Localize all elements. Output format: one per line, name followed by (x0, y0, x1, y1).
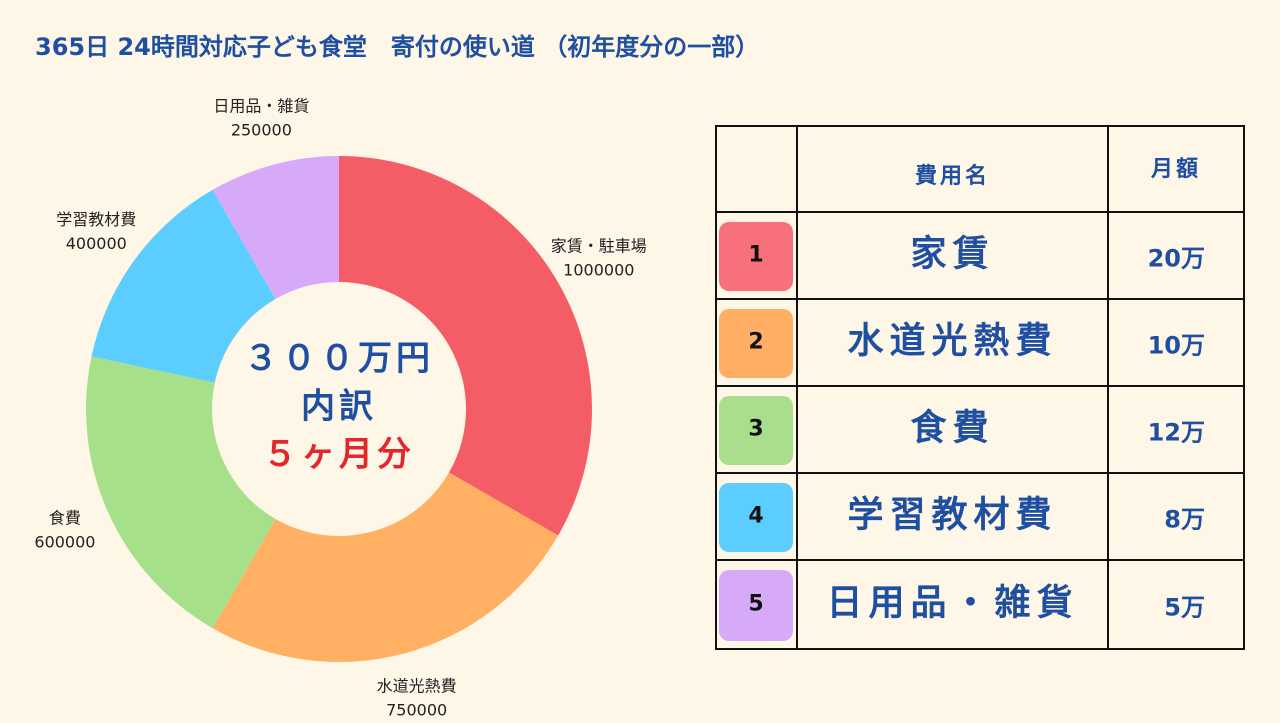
donut-slice (212, 472, 559, 662)
slice-value: 1000000 (563, 261, 634, 280)
slice-category: 学習教材費 (56, 210, 136, 229)
number-badge (719, 396, 793, 465)
row-name: 学習教材費 (847, 494, 1057, 536)
slice-value: 400000 (66, 234, 127, 253)
table-header: 月額 (1150, 156, 1201, 182)
slice-value: 250000 (231, 121, 292, 140)
number-badge (719, 483, 793, 552)
row-amount: 10万 (1148, 332, 1205, 360)
donut-slice (339, 156, 592, 536)
number-badge (719, 570, 793, 641)
row-amount: 20万 (1148, 245, 1205, 273)
row-number: 2 (748, 330, 763, 355)
slice-value: 750000 (386, 700, 447, 719)
row-amount: 8万 (1164, 506, 1205, 534)
row-name: 水道光熱費 (847, 321, 1057, 362)
slide-title: 365日 24時間対応子ども食堂 寄付の使い道 （初年度分の一部） (35, 33, 759, 61)
center-text: 内訳 (301, 387, 377, 427)
row-name: 食費 (910, 408, 994, 449)
row-number: 3 (748, 417, 763, 442)
center-text: ３００万円 (244, 339, 434, 379)
row-amount: 5万 (1164, 594, 1205, 622)
number-badge (719, 222, 793, 291)
donut-slice (91, 189, 276, 383)
row-number: 4 (748, 504, 763, 529)
slice-category: 日用品・雑貨 (213, 97, 309, 116)
row-amount: 12万 (1148, 419, 1205, 447)
row-number: 1 (748, 243, 763, 268)
slice-value: 600000 (34, 533, 95, 552)
donut-slice (86, 356, 276, 629)
center-text: ５ヶ月分 (263, 435, 415, 475)
slice-category: 家賃・駐車場 (551, 237, 647, 256)
slice-category: 水道光熱費 (377, 676, 457, 695)
donut-slice (212, 156, 339, 300)
row-number: 5 (748, 592, 763, 617)
number-badge (719, 309, 793, 378)
row-name: 家賃 (910, 234, 994, 275)
table-border (715, 125, 1245, 650)
table-header: 費用名 (915, 163, 990, 189)
slice-category: 食費 (49, 509, 81, 528)
row-name: 日用品・雑貨 (826, 583, 1078, 624)
